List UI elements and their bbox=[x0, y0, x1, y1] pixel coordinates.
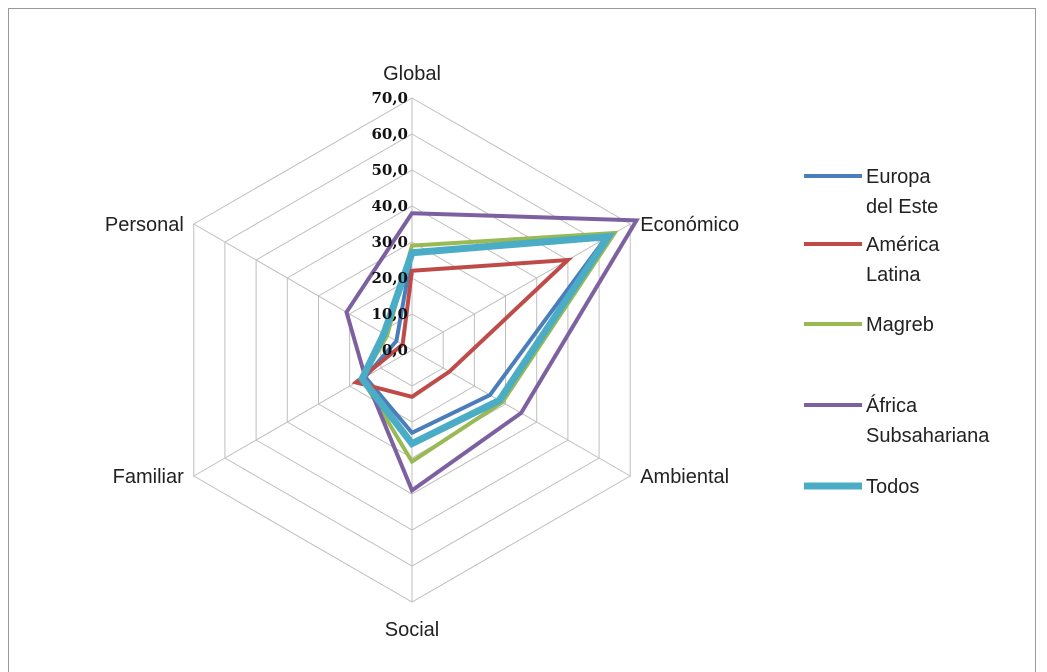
legend-label: América bbox=[866, 234, 940, 256]
legend-item-europa-del-este: Europa del Este bbox=[804, 166, 938, 218]
legend-label: Magreb bbox=[866, 314, 934, 336]
radial-tick-labels: 0,0 10,0 20,0 30,0 40,0 50,0 60,0 70,0 bbox=[371, 89, 408, 359]
legend-item-todos: Todos bbox=[804, 476, 919, 498]
radar-series-group bbox=[344, 211, 640, 494]
spoke-economico bbox=[411, 223, 631, 351]
legend: Europa del Este América Latina Magreb África S… bbox=[804, 166, 990, 498]
tick-label: 60,0 bbox=[371, 125, 408, 143]
spoke-familiar bbox=[193, 349, 413, 477]
axis-label-social: Social bbox=[385, 619, 439, 641]
legend-item-magreb: Magreb bbox=[804, 314, 934, 336]
legend-label: del Este bbox=[866, 196, 938, 218]
tick-label: 40,0 bbox=[371, 197, 408, 215]
axis-label-global: Global bbox=[383, 63, 441, 85]
legend-label: África bbox=[866, 394, 918, 417]
chart-frame bbox=[8, 8, 1036, 672]
legend-label: Subsahariana bbox=[866, 425, 990, 447]
axis-labels: Global Económico Ambiental Social Familiar Pe… bbox=[105, 63, 739, 641]
radar-spokes bbox=[193, 98, 631, 602]
axis-label-familiar: Familiar bbox=[113, 466, 184, 488]
legend-item-america-latina: América Latina bbox=[804, 234, 940, 286]
axis-label-economico: Económico bbox=[640, 214, 739, 236]
tick-label: 0,0 bbox=[382, 341, 408, 359]
series-todos bbox=[358, 232, 616, 449]
tick-label: 30,0 bbox=[371, 233, 408, 251]
series-africa-subsahariana bbox=[344, 211, 640, 494]
axis-label-personal: Personal bbox=[105, 214, 184, 236]
tick-label: 50,0 bbox=[371, 161, 408, 179]
tick-label: 10,0 bbox=[371, 305, 408, 323]
legend-label: Europa bbox=[866, 166, 931, 188]
legend-label: Todos bbox=[866, 476, 919, 498]
legend-label: Latina bbox=[866, 264, 921, 286]
spoke-personal bbox=[193, 223, 413, 351]
series-america-latina bbox=[351, 257, 574, 399]
tick-label: 70,0 bbox=[371, 89, 408, 107]
axis-label-ambiental: Ambiental bbox=[640, 466, 729, 488]
legend-item-africa-subsahariana: África Subsahariana bbox=[804, 394, 990, 447]
tick-label: 20,0 bbox=[371, 269, 408, 287]
